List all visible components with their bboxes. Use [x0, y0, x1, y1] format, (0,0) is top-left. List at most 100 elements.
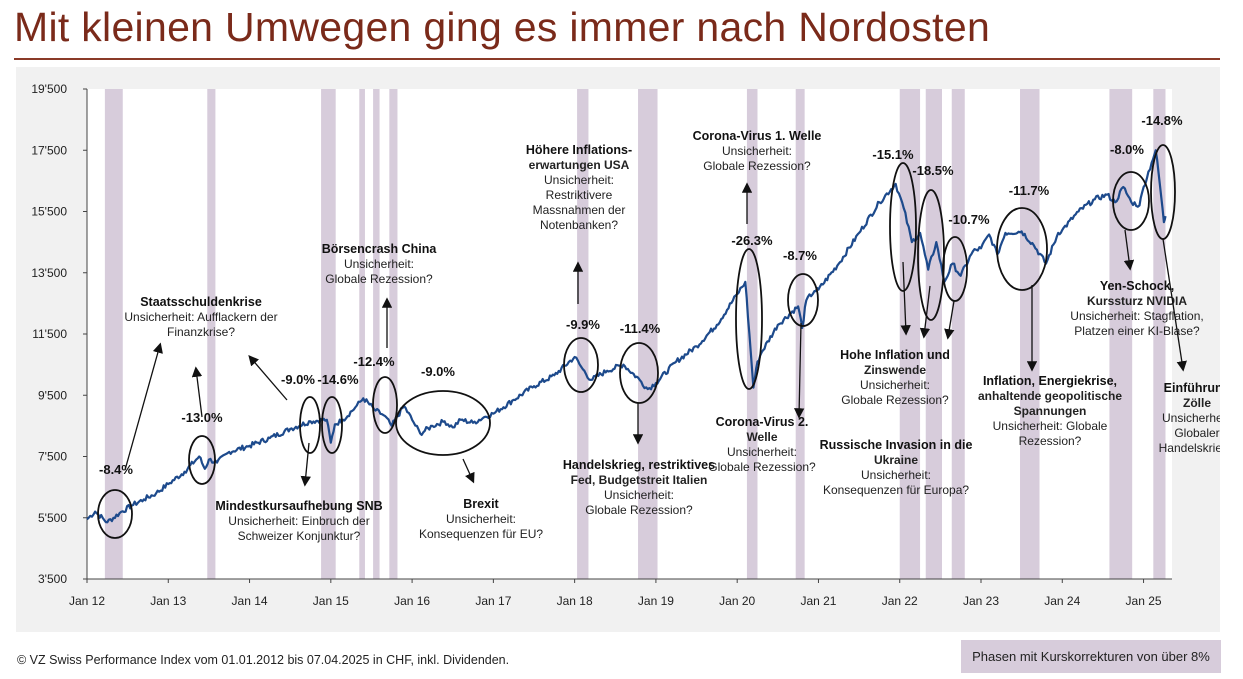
x-tick-label: Jan 22 [882, 594, 918, 608]
callout-line: Unsicherheit: Einbruch der [228, 514, 369, 528]
x-tick-label: Jan 23 [963, 594, 999, 608]
callout-line: Kurssturz NVIDIA [1087, 294, 1187, 308]
callout-heading: Staatsschuldenkrise [140, 295, 262, 309]
callout-arrow [191, 366, 203, 418]
x-tick-label: Jan 14 [232, 594, 268, 608]
spi-line-chart: 3'500 5'500 7'500 9'500 11'500 13'500 15'500 17… [31, 82, 1220, 608]
y-tick-label: 13'500 [31, 266, 67, 280]
callout-line: Unsicherheit: [604, 488, 674, 502]
callout-line: Platzen einer KI-Blase? [1074, 324, 1200, 338]
x-tick-label: Jan 17 [475, 594, 511, 608]
x-tick-label: Jan 15 [313, 594, 349, 608]
callout-line: Globale Rezession? [585, 503, 693, 517]
correction-band [1020, 89, 1040, 579]
correction-ellipse [996, 207, 1048, 291]
callout-line: Unsicherheit: [544, 173, 614, 187]
x-tick-label: Jan 19 [638, 594, 674, 608]
callout-line: erwartungen USA [529, 158, 630, 172]
chart-panel: 3'500 5'500 7'500 9'500 11'500 13'500 15'500 17… [16, 67, 1220, 632]
x-tick-label: Jan 13 [150, 594, 186, 608]
y-tick-label: 17'500 [31, 143, 67, 157]
correction-ellipse [1112, 171, 1150, 231]
y-tick-label: 19'500 [31, 82, 67, 96]
callout-line: Unsicherheit: [344, 257, 414, 271]
callout-heading: Mindestkursaufhebung SNB [215, 499, 382, 513]
drawdown-label: -26.3% [731, 233, 773, 248]
y-tick-label: 9'500 [38, 388, 67, 402]
callout-line: anhaltende geopolitische [978, 389, 1122, 403]
legend-box: Phasen mit Kurskorrekturen von über 8% [961, 640, 1221, 673]
callout-line: Unsicherheit: [860, 378, 930, 392]
plot-area [87, 89, 1172, 579]
callout-line: Globaler [1174, 426, 1219, 440]
y-tick-label: 7'500 [38, 450, 67, 464]
callout-heading: Einführung [1164, 381, 1220, 395]
correction-ellipse [321, 396, 343, 454]
correction-ellipse [563, 337, 599, 393]
drawdown-label: -8.4% [99, 462, 133, 477]
callout-line: Handelskrieg? [1159, 441, 1220, 455]
x-tick-label: Jan 16 [394, 594, 430, 608]
callout-line: Unsicherheit: [1162, 411, 1220, 425]
x-tick-label: Jan 20 [719, 594, 755, 608]
drawdown-label: -11.4% [620, 321, 661, 336]
callout-heading: Höhere Inflations- [526, 143, 632, 157]
correction-band [104, 89, 123, 579]
callout-line: Konsequenzen für Europa? [823, 483, 969, 497]
callout-line: Schweizer Konjunktur? [238, 529, 361, 543]
callout-line: Globale Rezession? [703, 159, 811, 173]
correction-ellipse [299, 396, 321, 454]
callout-heading: Inflation, Energiekrise, [983, 374, 1117, 388]
drawdown-label: -9.0% [421, 364, 455, 379]
callout-heading: Corona-Virus 2. [716, 415, 809, 429]
correction-band [389, 89, 398, 579]
callout-line: Spannungen [1014, 404, 1087, 418]
y-tick-label: 5'500 [38, 511, 67, 525]
callout-arrow [900, 261, 911, 336]
correction-ellipse [735, 248, 763, 390]
correction-band [925, 89, 942, 579]
callout-heading: Hohe Inflation und [840, 348, 950, 362]
correction-ellipse [395, 390, 491, 456]
x-tick-label: Jan 12 [69, 594, 105, 608]
correction-ellipse [942, 236, 968, 302]
callout-line: Globale Rezession? [841, 393, 949, 407]
callout-line: Unsicherheit: Aufflackern der [124, 310, 277, 324]
callout-line: Globale Rezession? [325, 272, 433, 286]
callout-line: Unsicherheit: Globale [993, 419, 1108, 433]
spi-series-line [86, 149, 1167, 524]
callout-line: Unsicherheit: [446, 512, 516, 526]
callout-arrow [944, 300, 955, 340]
drawdown-label: -8.0% [1110, 142, 1144, 157]
drawdown-label: -15.1% [872, 147, 914, 162]
x-tick-label: Jan 24 [1044, 594, 1080, 608]
callout-line: Zölle [1183, 396, 1211, 410]
correction-band [321, 89, 336, 579]
correction-band [207, 89, 216, 579]
drawdown-label: -8.7% [783, 248, 817, 263]
callout-arrow [462, 458, 475, 484]
drawdown-label: -18.5% [912, 163, 954, 178]
callout-line: Notenbanken? [540, 218, 618, 232]
correction-ellipse [188, 435, 216, 485]
correction-ellipse [787, 273, 819, 327]
legend-label: Phasen mit Kurskorrekturen von über 8% [972, 649, 1210, 664]
drawdown-label: -9.0% [281, 372, 315, 387]
x-tick-label: Jan 18 [557, 594, 593, 608]
callout-arrow [300, 442, 311, 487]
callout-line: Fed, Budgetstreit Italien [571, 473, 708, 487]
x-tick-label: Jan 25 [1126, 594, 1162, 608]
y-tick-label: 11'500 [32, 327, 67, 341]
drawdown-label: -13.0% [181, 410, 223, 425]
footnote: © VZ Swiss Performance Index vom 01.01.2… [17, 653, 510, 667]
drawdown-label: -14.6% [317, 372, 359, 387]
correction-band [951, 89, 965, 579]
callout-line: Finanzkrise? [167, 325, 235, 339]
callout-line: Globale Rezession? [708, 460, 816, 474]
callout-arrow [1123, 229, 1135, 271]
callout-heading: Russische Invasion in die [820, 438, 973, 452]
drawdown-label: -9.9% [566, 317, 600, 332]
correction-band [746, 89, 758, 579]
callout-heading: Corona-Virus 1. Welle [693, 129, 822, 143]
callout-line: Massnahmen der [533, 203, 626, 217]
